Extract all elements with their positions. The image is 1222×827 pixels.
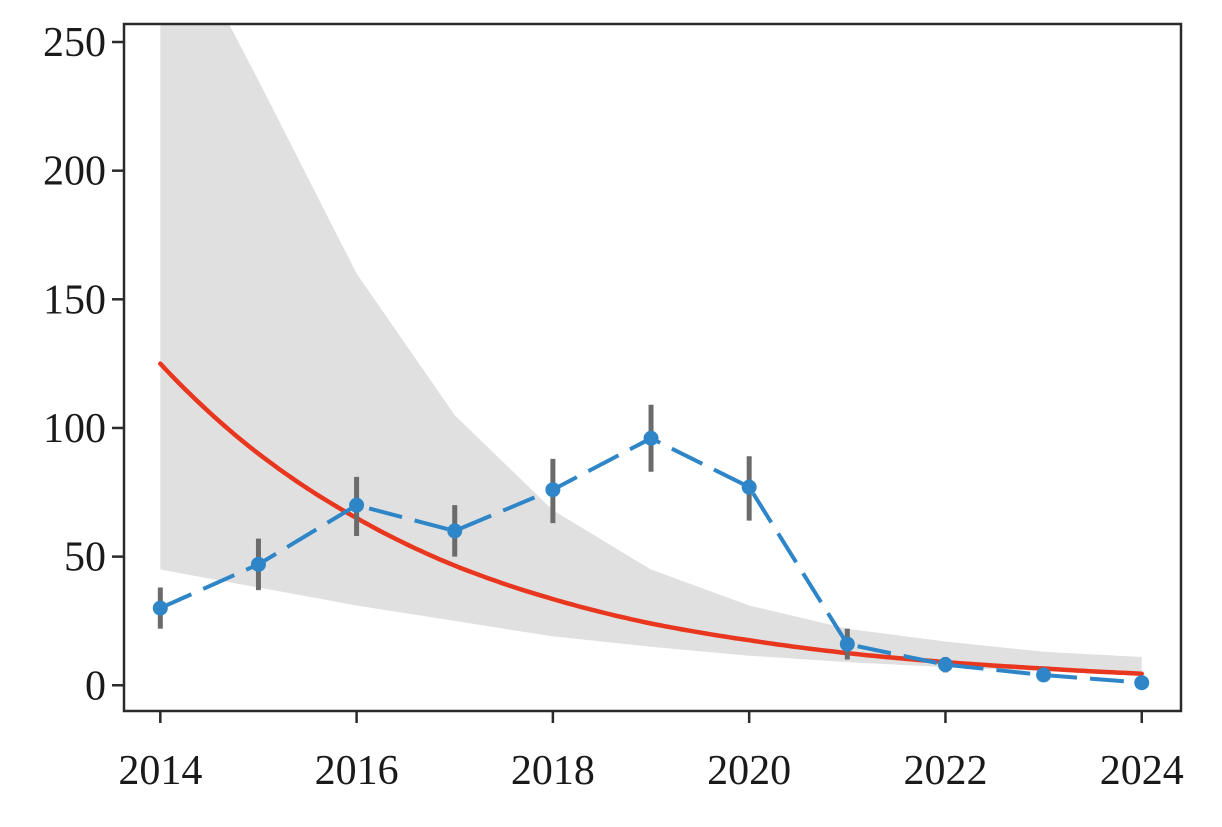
y-tick-label: 100 bbox=[43, 406, 106, 452]
data-point bbox=[741, 479, 757, 495]
x-axis: 2014 2016 2018 2020 2022 2024 bbox=[118, 711, 1184, 794]
data-point bbox=[349, 497, 365, 513]
data-point bbox=[839, 636, 855, 652]
confidence-band bbox=[160, 24, 1142, 674]
fit-curve bbox=[158, 361, 1144, 676]
x-tick-label: 2024 bbox=[1100, 748, 1184, 794]
plot-frame bbox=[122, 22, 1183, 713]
x-tick-label: 2020 bbox=[707, 748, 791, 794]
data-point bbox=[937, 657, 953, 673]
data-point bbox=[545, 482, 561, 498]
confidence-band-layer bbox=[160, 24, 1142, 674]
data-point bbox=[1036, 667, 1052, 683]
data-point bbox=[250, 556, 266, 572]
y-tick-label: 0 bbox=[85, 663, 106, 709]
observed-series-layer bbox=[152, 404, 1150, 691]
x-tick-label: 2018 bbox=[511, 748, 595, 794]
data-point bbox=[447, 523, 463, 539]
x-tick-label: 2016 bbox=[315, 748, 399, 794]
data-point bbox=[1134, 675, 1150, 691]
y-tick-label: 200 bbox=[43, 149, 106, 195]
y-tick-label: 50 bbox=[64, 535, 106, 581]
x-tick-label: 2014 bbox=[118, 748, 202, 794]
x-tick-label: 2022 bbox=[903, 748, 987, 794]
y-tick-label: 150 bbox=[43, 277, 106, 323]
fit-curve-layer bbox=[158, 361, 1144, 676]
data-point bbox=[643, 430, 659, 446]
y-tick-label: 250 bbox=[43, 20, 106, 66]
data-point bbox=[152, 600, 168, 616]
y-axis: 0 50 100 150 200 250 bbox=[43, 20, 124, 709]
